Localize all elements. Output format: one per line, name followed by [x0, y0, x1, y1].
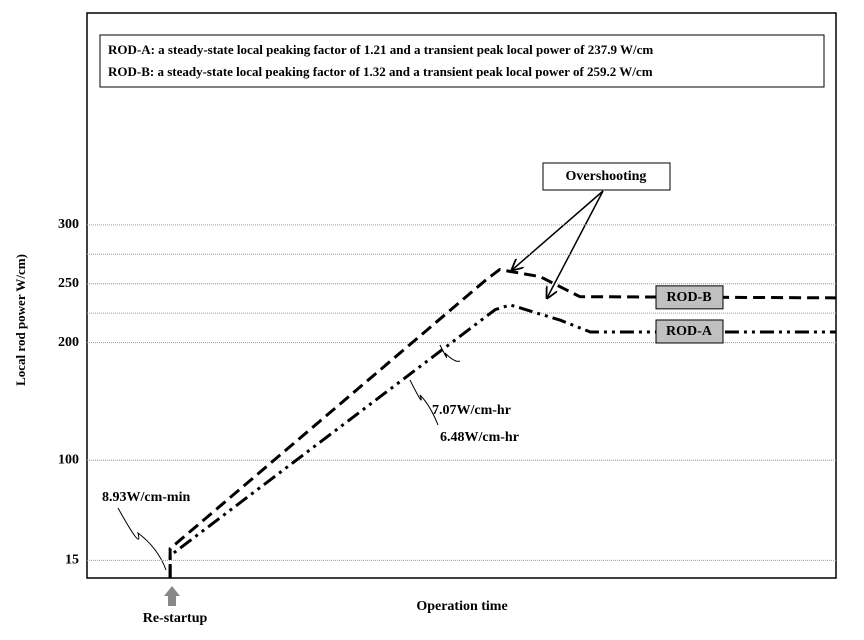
y-tick-label: 200 — [58, 335, 79, 350]
series-label-box — [655, 319, 724, 344]
plot-frame — [86, 12, 837, 579]
series-label: ROD-A — [666, 324, 713, 339]
squiggle — [409, 379, 439, 426]
annotation: Overshooting — [566, 169, 647, 184]
series-label: ROD-B — [666, 290, 711, 305]
legend-line: ROD-B: a steady-state local peaking fact… — [108, 64, 653, 79]
series-label-box — [655, 285, 724, 310]
restart-arrow — [164, 586, 180, 606]
y-tick-label: 250 — [58, 276, 79, 291]
annotation: Re-startup — [143, 611, 208, 626]
legend-box — [99, 34, 825, 88]
series-line — [168, 303, 836, 578]
squiggle — [117, 507, 167, 571]
arrow — [512, 190, 604, 270]
series-line — [168, 268, 837, 578]
legend-line: ROD-A: a steady-state local peaking fact… — [108, 42, 653, 57]
annotation: 6.48W/cm-hr — [440, 430, 519, 445]
squiggle — [439, 344, 461, 362]
y-tick-label: 100 — [58, 453, 79, 468]
y-tick-label: 15 — [65, 553, 79, 568]
y-tick-label: 300 — [58, 217, 79, 232]
annotation: 8.93W/cm-min — [102, 490, 190, 505]
x-axis-label: Operation time — [416, 599, 507, 614]
y-axis-label: Local rod power W/cm) — [13, 254, 28, 386]
annotation-box — [542, 162, 671, 191]
arrow — [547, 190, 604, 298]
annotation: 7.07W/cm-hr — [432, 403, 511, 418]
